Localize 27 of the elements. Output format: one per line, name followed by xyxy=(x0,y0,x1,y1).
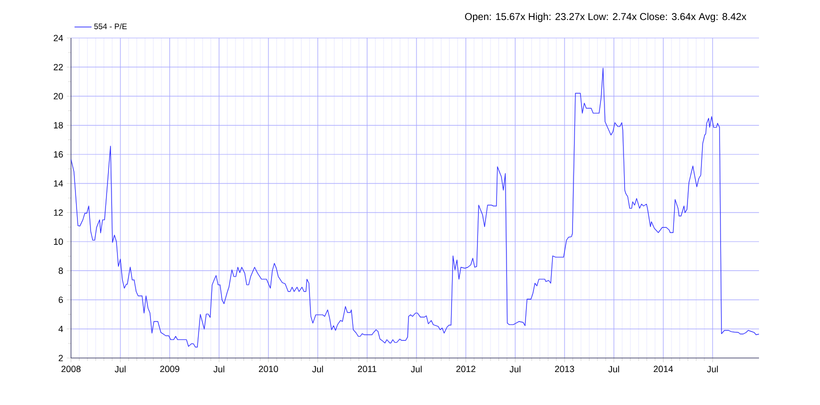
y-tick-label: 22 xyxy=(54,64,63,70)
y-tick-label: 14 xyxy=(54,180,64,187)
x-tick-label: 2011 xyxy=(358,366,376,372)
x-tick-label: 2009 xyxy=(160,366,180,372)
x-tick-label: 2013 xyxy=(555,366,574,372)
x-tick-label: Jul xyxy=(312,366,323,372)
y-tick-label: 6 xyxy=(58,296,63,303)
x-tick-label: 2012 xyxy=(456,366,476,372)
x-tick-label: Jul xyxy=(410,366,422,372)
x-tick-label: Jul xyxy=(510,366,520,372)
y-tick-label: 10 xyxy=(54,238,63,245)
y-tick-label: 8 xyxy=(58,268,63,274)
y-tick-label: 4 xyxy=(58,326,64,332)
text: Open: 15.67x High: 23.27x Low: 2.74x Close: 3.64x Avg: 8.42x xyxy=(465,12,746,22)
x-tick-label: 2010 xyxy=(258,366,278,372)
x-tick-label: Jul xyxy=(114,366,126,372)
y-tick-label: 12 xyxy=(54,209,63,216)
x-tick-label: Jul xyxy=(608,366,620,372)
y-tick-label: 20 xyxy=(54,93,63,100)
x-tick-label: 2008 xyxy=(61,366,81,372)
y-tick-label: 18 xyxy=(54,122,63,128)
y-tick-label: 16 xyxy=(54,151,63,158)
x-tick-label: Jul xyxy=(213,366,224,372)
y-tick-label: 24 xyxy=(54,34,64,42)
x-tick-label: 2014 xyxy=(654,366,673,372)
x-tick-label: Jul xyxy=(707,366,718,372)
y-tick-label: 2 xyxy=(58,354,63,362)
